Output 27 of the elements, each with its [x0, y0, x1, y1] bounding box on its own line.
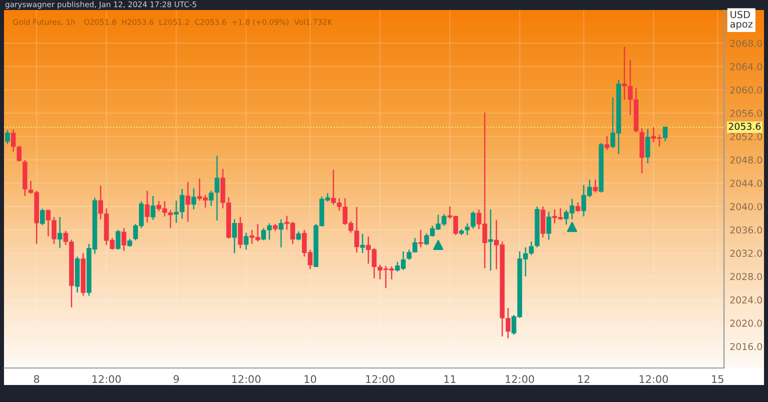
- x-tick-label: 12: [578, 375, 590, 383]
- y-tick-label: 2068.0: [730, 40, 762, 47]
- y-tick-label: 2060.0: [730, 86, 762, 94]
- x-tick-label: 9: [174, 375, 179, 384]
- ref-line-label: 2053.6: [728, 122, 761, 130]
- x-tick-label: 12:00: [506, 375, 534, 384]
- y-tick-label: 2016.0: [730, 343, 762, 350]
- x-tick-label: 11: [444, 375, 456, 383]
- y-tick-label: 2020.0: [730, 320, 762, 327]
- y-tick-label: 2052.0: [730, 133, 762, 140]
- y-tick-label: 2036.0: [730, 226, 762, 234]
- y-tick-label: 2044.0: [730, 180, 762, 187]
- y-tick-label: 2064.0: [730, 63, 762, 70]
- y-tick-label: 2028.0: [730, 273, 762, 280]
- x-tick-label: 10: [304, 375, 316, 384]
- y-tick-label: 2056.0: [730, 110, 762, 117]
- y-axis-title: USD apoz: [730, 10, 753, 30]
- x-tick-label: 12:00: [640, 375, 668, 384]
- y-tick-label: 2024.0: [730, 296, 762, 304]
- x-tick-label: 12:00: [366, 375, 394, 384]
- x-tick-label: 12:00: [232, 375, 260, 384]
- y-tick-label: 2048.0: [730, 156, 762, 164]
- y-tick-label: 2040.0: [730, 203, 762, 210]
- x-tick-label: 8: [34, 375, 40, 384]
- x-tick-label: 15: [712, 375, 724, 384]
- y-tick-label: 2032.0: [730, 250, 762, 257]
- x-tick-label: 12:00: [92, 375, 121, 384]
